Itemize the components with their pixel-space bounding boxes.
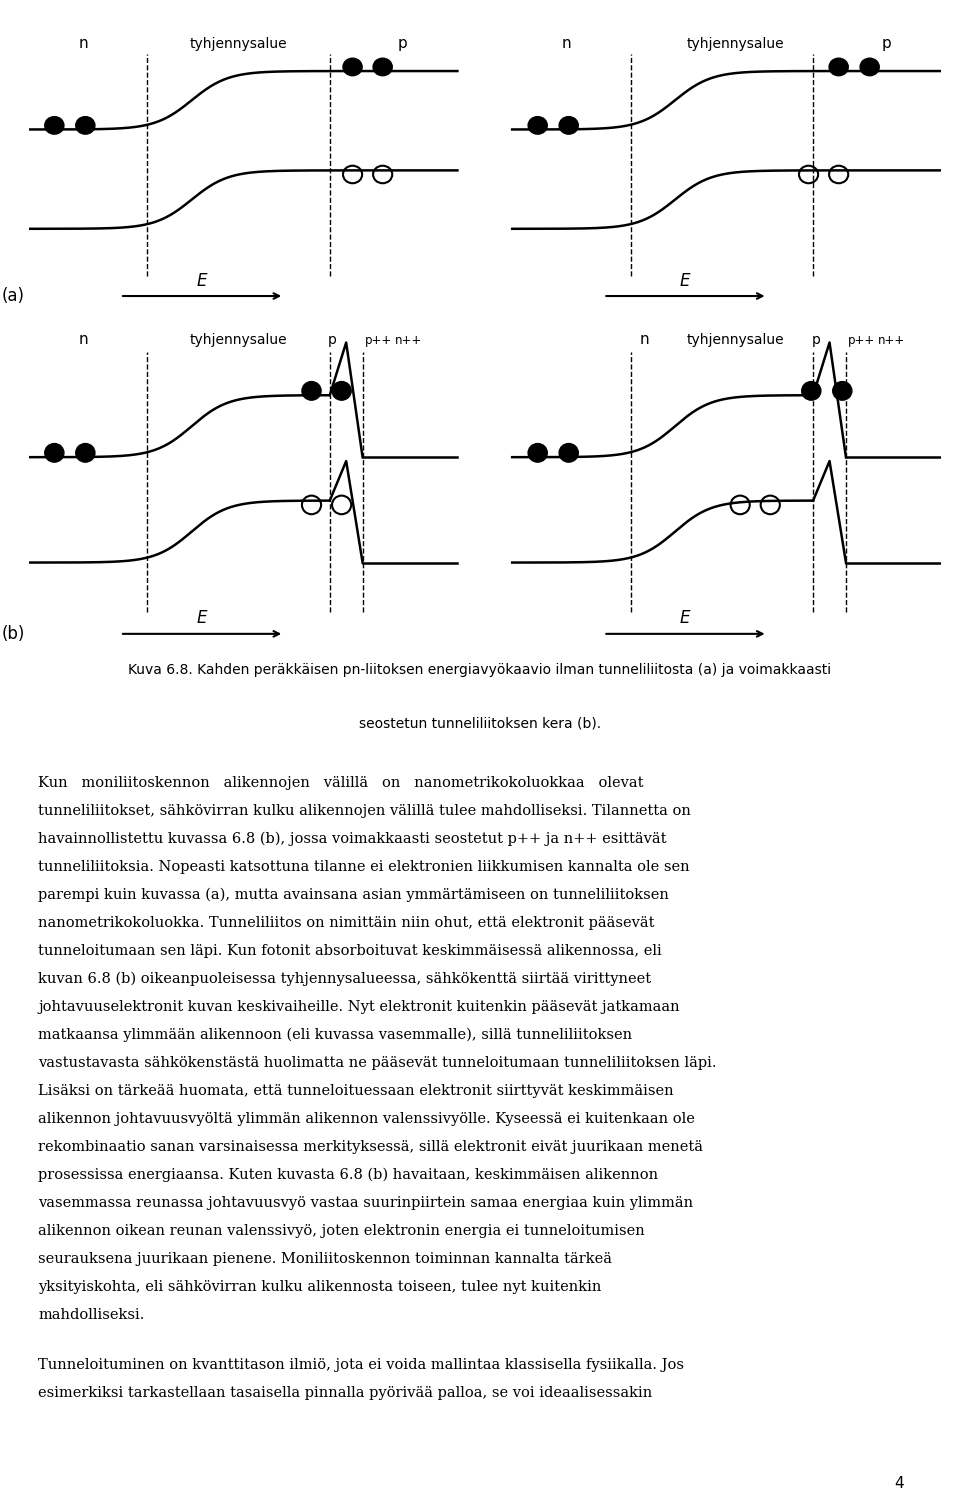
Text: tyhjennysalue: tyhjennysalue — [686, 333, 784, 347]
Text: n: n — [562, 36, 572, 51]
Text: parempi kuin kuvassa (a), mutta avainsana asian ymmärtämiseen on tunneliliitokse: parempi kuin kuvassa (a), mutta avainsan… — [38, 888, 669, 903]
Text: yksityiskohta, eli sähkövirran kulku alikennosta toiseen, tulee nyt kuitenkin: yksityiskohta, eli sähkövirran kulku ali… — [38, 1279, 602, 1295]
Text: matkaansa ylimmään alikennoon (eli kuvassa vasemmalle), sillä tunneliliitoksen: matkaansa ylimmään alikennoon (eli kuvas… — [38, 1028, 633, 1043]
Text: n++: n++ — [395, 335, 421, 347]
Text: p: p — [881, 36, 891, 51]
Ellipse shape — [802, 381, 821, 401]
Text: (b): (b) — [1, 625, 25, 643]
Ellipse shape — [373, 166, 393, 184]
Text: tyhjennysalue: tyhjennysalue — [686, 36, 784, 51]
Text: vastustavasta sähkökenstästä huolimatta ne pääsevät tunneloitumaan tunneliliitok: vastustavasta sähkökenstästä huolimatta … — [38, 1056, 717, 1070]
Text: tunneliliitoksia. Nopeasti katsottuna tilanne ei elektronien liikkumisen kannalt: tunneliliitoksia. Nopeasti katsottuna ti… — [38, 860, 690, 874]
Text: prosessissa energiaansa. Kuten kuvasta 6.8 (b) havaitaan, keskimmäisen alikennon: prosessissa energiaansa. Kuten kuvasta 6… — [38, 1168, 659, 1183]
Text: mahdolliseksi.: mahdolliseksi. — [38, 1308, 145, 1322]
Text: alikennon oikean reunan valenssivyö, joten elektronin energia ei tunneloitumisen: alikennon oikean reunan valenssivyö, jot… — [38, 1224, 645, 1237]
Text: p: p — [397, 36, 408, 51]
Text: n: n — [79, 332, 88, 347]
Text: $E$: $E$ — [680, 273, 691, 289]
Text: $E$: $E$ — [680, 609, 691, 627]
Text: $E$: $E$ — [196, 609, 208, 627]
Ellipse shape — [760, 496, 780, 514]
Text: n: n — [639, 332, 650, 347]
Ellipse shape — [559, 116, 578, 134]
Ellipse shape — [332, 496, 351, 514]
Text: esimerkiksi tarkastellaan tasaisella pinnalla pyörivää palloa, se voi ideaalises: esimerkiksi tarkastellaan tasaisella pin… — [38, 1386, 653, 1400]
Text: nanometrikokoluokka. Tunneliliitos on nimittäin niin ohut, että elektronit pääse: nanometrikokoluokka. Tunneliliitos on ni… — [38, 916, 655, 930]
Text: n: n — [79, 36, 88, 51]
Text: Kuva 6.8. Kahden peräkkäisen pn-liitoksen energiavyökaavio ilman tunneliliitosta: Kuva 6.8. Kahden peräkkäisen pn-liitokse… — [129, 663, 831, 677]
Ellipse shape — [45, 443, 64, 463]
Text: tunneloitumaan sen läpi. Kun fotonit absorboituvat keskimmäisessä alikennossa, e: tunneloitumaan sen läpi. Kun fotonit abs… — [38, 943, 662, 958]
Text: tyhjennysalue: tyhjennysalue — [190, 36, 287, 51]
Text: p: p — [811, 333, 820, 347]
Text: p++: p++ — [848, 335, 875, 347]
Text: havainnollistettu kuvassa 6.8 (b), jossa voimakkaasti seostetut p++ ja n++ esitt: havainnollistettu kuvassa 6.8 (b), jossa… — [38, 832, 667, 847]
Ellipse shape — [731, 496, 750, 514]
Ellipse shape — [343, 59, 362, 75]
Ellipse shape — [528, 116, 547, 134]
Ellipse shape — [332, 381, 351, 401]
Text: seurauksena juurikaan pienene. Moniliitoskennon toiminnan kannalta tärkeä: seurauksena juurikaan pienene. Moniliito… — [38, 1252, 612, 1266]
Ellipse shape — [860, 59, 879, 75]
Text: rekombinaatio sanan varsinaisessa merkityksessä, sillä elektronit eivät juurikaa: rekombinaatio sanan varsinaisessa merkit… — [38, 1139, 704, 1154]
Ellipse shape — [76, 116, 95, 134]
Ellipse shape — [829, 59, 849, 75]
Ellipse shape — [373, 59, 393, 75]
Ellipse shape — [528, 443, 547, 463]
Text: kuvan 6.8 (b) oikeanpuoleisessa tyhjennysalueessa, sähkökenttä siirtää virittyne: kuvan 6.8 (b) oikeanpuoleisessa tyhjenny… — [38, 972, 652, 987]
Ellipse shape — [799, 166, 818, 184]
Text: johtavuuselektronit kuvan keskivaiheille. Nyt elektronit kuitenkin pääsevät jatk: johtavuuselektronit kuvan keskivaiheille… — [38, 1001, 680, 1014]
Text: tunneliliitokset, sähkövirran kulku alikennojen välillä tulee mahdolliseksi. Til: tunneliliitokset, sähkövirran kulku alik… — [38, 805, 691, 818]
Text: seostetun tunneliliitoksen kera (b).: seostetun tunneliliitoksen kera (b). — [359, 717, 601, 731]
Text: 4: 4 — [895, 1477, 904, 1490]
Text: Lisäksi on tärkeää huomata, että tunneloituessaan elektronit siirttyvät keskimmä: Lisäksi on tärkeää huomata, että tunnelo… — [38, 1084, 674, 1099]
Ellipse shape — [343, 166, 362, 184]
Text: tyhjennysalue: tyhjennysalue — [190, 333, 287, 347]
Ellipse shape — [559, 443, 578, 463]
Ellipse shape — [302, 496, 321, 514]
Text: p++: p++ — [365, 335, 392, 347]
Text: Kun   moniliitoskennon   alikennojen   välillä   on   nanometrikokoluokkaa   ole: Kun moniliitoskennon alikennojen välillä… — [38, 776, 644, 790]
Ellipse shape — [45, 116, 64, 134]
Text: alikennon johtavuusvyöltä ylimmän alikennon valenssivyölle. Kyseessä ei kuitenka: alikennon johtavuusvyöltä ylimmän aliken… — [38, 1112, 695, 1126]
Ellipse shape — [829, 166, 849, 184]
Ellipse shape — [832, 381, 852, 401]
Ellipse shape — [76, 443, 95, 463]
Text: n++: n++ — [877, 335, 905, 347]
Text: $E$: $E$ — [196, 273, 208, 289]
Text: vasemmassa reunassa johtavuusvyö vastaa suurinpiirtein samaa energiaa kuin ylimm: vasemmassa reunassa johtavuusvyö vastaa … — [38, 1197, 693, 1210]
Text: Tunneloituminen on kvanttitason ilmiö, jota ei voida mallintaa klassisella fysii: Tunneloituminen on kvanttitason ilmiö, j… — [38, 1358, 684, 1373]
Text: (a): (a) — [1, 286, 24, 304]
Text: p: p — [328, 333, 337, 347]
Ellipse shape — [302, 381, 321, 401]
